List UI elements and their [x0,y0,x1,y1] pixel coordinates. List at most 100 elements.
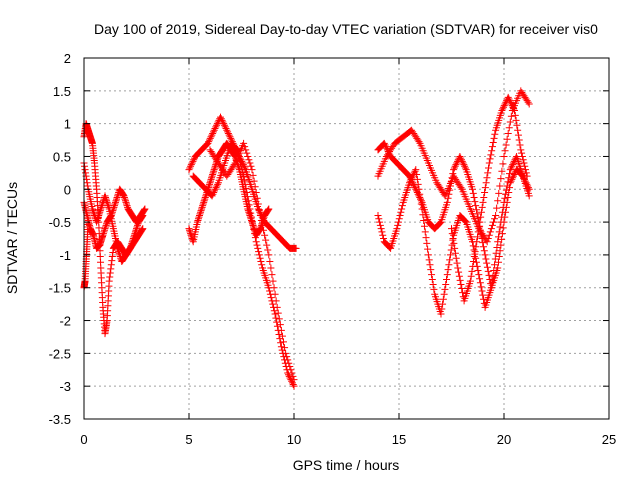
data-point [277,326,285,334]
data-point [407,175,415,183]
data-point [518,149,526,157]
data-point [478,203,486,211]
data-point [225,131,233,139]
data-point [220,120,228,128]
data-point [476,275,484,283]
data-point [113,193,121,201]
data-point [204,139,212,147]
y-tick-label: 2 [64,51,71,66]
data-point [94,215,102,223]
data-point [271,290,279,298]
data-point [221,123,229,131]
data-point [246,159,254,167]
data-point [479,198,487,206]
data-point [132,226,140,234]
data-point [505,95,513,103]
data-point [108,257,116,265]
data-point [500,198,508,206]
data-point [448,230,456,238]
data-point [439,300,447,308]
data-point [201,195,209,203]
data-point [500,102,508,110]
data-point [239,169,247,177]
data-point [112,198,119,206]
data-point [488,147,496,155]
data-point [515,136,523,144]
data-point [112,197,120,205]
data-point [492,249,500,257]
data-point [490,218,497,226]
data-point [217,113,224,121]
data-point [411,167,419,175]
y-tick-labels: 2 1.5 1 0.5 0 -0.5 -1 -1.5 -2 -2.5 -3 -3.5 [49,51,71,427]
data-point [489,272,497,280]
data-point [104,200,112,208]
data-point [266,257,274,265]
data-point [101,192,109,200]
data-point [446,251,454,259]
data-point [288,379,296,387]
data-point [524,182,532,190]
data-points [80,87,533,390]
data-point [467,272,475,280]
data-point [497,241,505,249]
y-tick-label: 0 [64,182,71,197]
data-point [412,166,420,174]
data-point [187,162,195,170]
data-point [207,175,215,183]
data-point [130,231,138,239]
data-point [264,246,272,254]
data-point [278,332,286,340]
y-tick-label: 1.5 [53,84,71,99]
series-seg-1c [80,159,147,265]
data-point [284,371,292,379]
data-point [477,208,485,216]
data-point [115,248,123,256]
data-point [460,161,468,169]
data-point [452,161,460,169]
data-point [273,303,281,311]
data-point [197,208,205,216]
data-point [521,162,529,170]
data-point [244,193,252,201]
data-point [488,221,496,229]
data-point [209,128,217,136]
data-point [493,204,501,212]
data-point [427,266,435,274]
data-point [483,238,491,246]
data-point [458,157,466,165]
data-point [456,276,464,284]
data-point [439,295,447,303]
data-point [504,129,512,137]
data-point [416,190,424,198]
data-point [210,126,218,134]
data-point [102,223,110,231]
data-point [244,197,252,205]
data-point [93,216,101,224]
data-point [494,233,502,241]
data-point [264,206,272,214]
data-point [119,190,127,198]
data-point [491,130,499,138]
data-point [480,247,488,255]
data-point [525,185,533,193]
data-point [514,131,522,139]
y-tick-label: -2.5 [49,346,71,361]
data-point [443,276,451,284]
data-point [481,184,489,192]
data-point [139,225,147,233]
data-point [495,228,503,236]
data-point [470,253,478,261]
data-point [263,241,271,249]
x-axis-label: GPS time / hours [293,457,400,473]
data-point [497,175,505,183]
data-point [250,225,258,233]
data-point [377,225,385,233]
data-point [284,356,292,364]
data-point [483,174,491,182]
data-point [258,220,266,228]
data-point [509,159,517,167]
data-point [194,215,202,223]
data-point [491,215,499,223]
chart-title: Day 100 of 2019, Sidereal Day-to-day VTE… [94,21,598,37]
